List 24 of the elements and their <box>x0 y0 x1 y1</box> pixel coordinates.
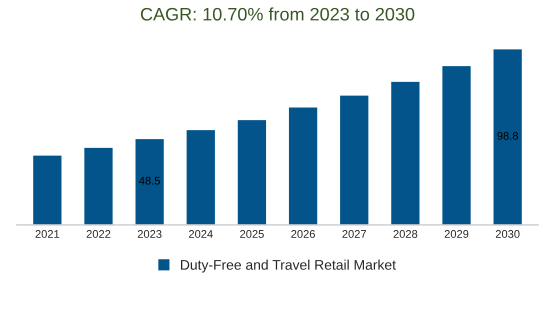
legend-label: Duty-Free and Travel Retail Market <box>181 260 396 273</box>
x-tick-label: 2027 <box>342 230 366 238</box>
bar <box>134 138 166 225</box>
bar <box>82 146 114 225</box>
x-tick-label: 2030 <box>496 230 520 238</box>
x-tick-label: 2024 <box>188 230 213 238</box>
x-tick-label: 2023 <box>138 230 162 238</box>
x-tick-label: 2021 <box>36 230 60 238</box>
bar <box>288 106 319 225</box>
bar <box>185 128 216 225</box>
bar <box>236 118 268 225</box>
x-tick-label: 2022 <box>86 230 110 238</box>
chart-title: CAGR: 10.70% from 2023 to 2030 <box>140 7 414 21</box>
x-tick-label: 2025 <box>240 230 264 238</box>
x-tick-label: 2029 <box>444 230 468 238</box>
x-tick-label: 2028 <box>394 230 418 238</box>
data-label: 98.8 <box>497 132 518 140</box>
bar <box>492 48 524 225</box>
bar <box>390 80 421 225</box>
bar <box>338 94 370 225</box>
data-label: 48.5 <box>139 176 160 185</box>
bar <box>440 64 472 225</box>
x-tick-label: 2026 <box>291 230 315 238</box>
bar <box>32 154 63 225</box>
